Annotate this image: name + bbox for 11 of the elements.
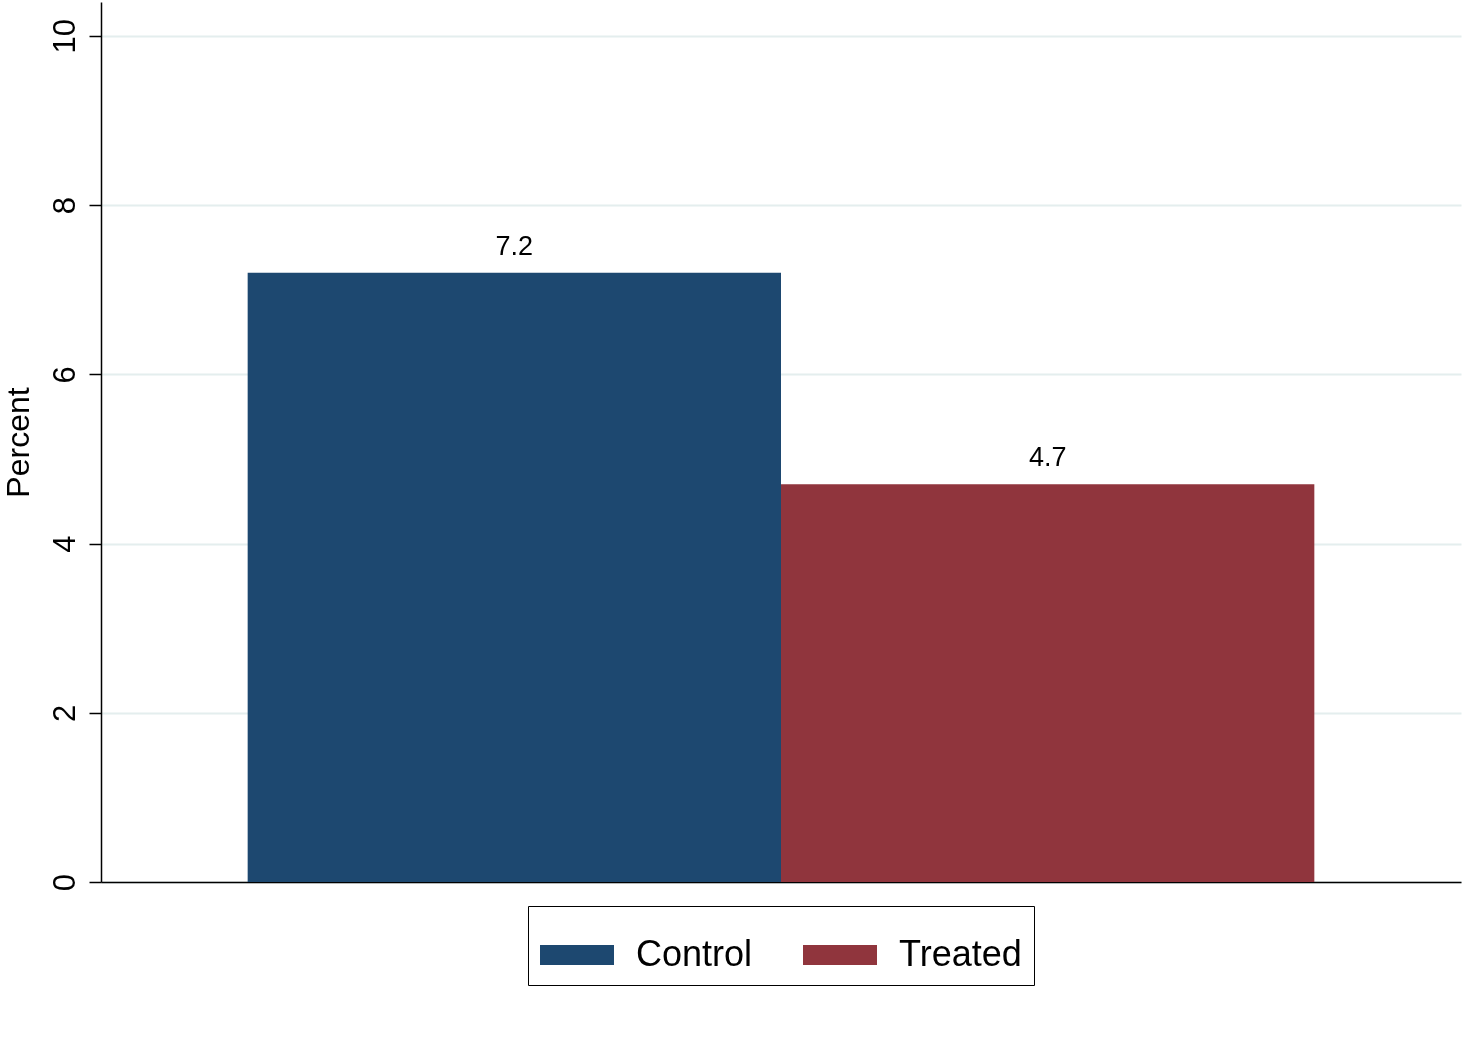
- y-axis-title: Percent: [0, 387, 36, 498]
- y-tick-label: 10: [46, 19, 82, 54]
- y-tick-label: 4: [46, 535, 82, 553]
- y-tick-label: 8: [46, 196, 82, 215]
- y-tick-label: 6: [46, 366, 82, 384]
- data-label: 4.7: [1028, 442, 1067, 473]
- data-label: 7.2: [495, 230, 534, 261]
- y-tick-label: 0: [46, 873, 82, 892]
- legend-label: Control: [636, 933, 753, 974]
- y-tick-label: 2: [46, 704, 82, 722]
- legend-label: Treated: [899, 933, 1022, 974]
